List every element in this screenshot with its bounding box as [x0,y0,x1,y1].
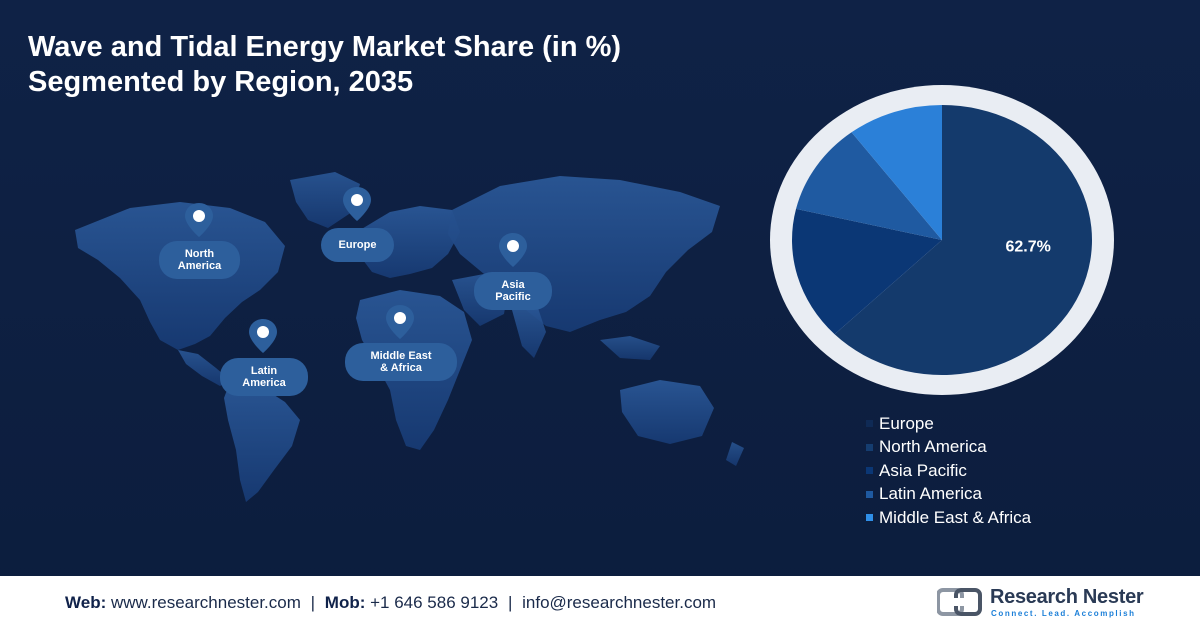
pie-labels: 62.7% [1006,239,1051,256]
greenland-shape [290,172,360,228]
map-label-north-america: North America [159,241,240,279]
india-shape [512,308,546,358]
footer: Web: www.researchnester.com | Mob: +1 64… [0,576,1200,628]
latin-america-line-2: America [242,377,286,389]
latin-america-pin-icon [249,319,277,353]
pie-chart: 62.7% [770,85,1114,395]
pie-slice-north-america [792,208,942,335]
map-label-latin-america: Latin America [220,358,308,396]
world-map [75,172,744,502]
web-link[interactable]: www.researchnester.com [110,593,301,612]
brand-tagline: Connect. Lead. Accomplish [991,609,1136,618]
central-america-shape [178,350,230,386]
new-zealand-shape [726,442,744,466]
legend-label: Middle East & Africa [879,507,1032,527]
europe-line-1: Europe [338,239,377,251]
email-link[interactable]: info@researchnester.com [522,593,717,612]
middle-east-africa-pin-icon [386,305,414,339]
middle-east-africa-line-2: & Africa [380,362,422,374]
north-america-line-2: America [177,260,222,272]
legend-item-latin-america: Latin America [866,483,1031,507]
legend-item-north-america: North America [866,436,1031,460]
pie-slice-europe-label: 62.7% [1006,239,1051,256]
north-america-pin-icon [185,203,213,237]
title-line-2: Segmented by Region, 2035 [28,66,414,98]
brand-name: Research Nester [990,586,1144,608]
map-label-asia-pacific: Asia Pacific [474,272,552,310]
north-america-line-1: North [184,248,215,260]
latin-america-line-1: Latin [250,365,278,377]
europe-pin-icon [343,187,371,221]
legend-swatch [866,514,873,522]
mob-label: Mob: [324,593,366,612]
pie-slice-latin-america [851,105,942,240]
asia-pacific-pin-icon [499,233,527,267]
title-line-1: Wave and Tidal Energy Market Share (in %… [28,31,622,63]
pie-slice-asia-pacific [796,132,942,240]
contact-line: Web: www.researchnester.com | Mob: +1 64… [65,593,716,613]
asia-pacific-line-1: Asia [501,279,525,291]
legend-swatch [866,420,873,428]
research-nester-logo: Research Nester Connect. Lead. Accomplis… [937,584,1147,620]
legend-item-europe: Europe [866,412,1031,436]
middle-east-africa-line-1: Middle East [370,350,432,362]
chart-title: Wave and Tidal Energy Market Share (in %… [28,30,621,100]
separator-2: | [507,593,513,612]
legend-swatch [866,443,873,451]
legend-swatch [866,467,873,475]
chart-legend: Europe North America Asia Pacific Latin Ame… [866,412,1031,530]
asia-pacific-line-2: Pacific [495,291,531,303]
pie-slices [792,105,1093,376]
legend-label: Asia Pacific [879,460,967,480]
legend-item-asia-pacific: Asia Pacific [866,459,1031,483]
legend-label: Europe [879,413,934,433]
mob-number[interactable]: +1 646 586 9123 [370,593,499,612]
legend-label: North America [879,437,987,457]
legend-swatch [866,490,873,498]
separator-1: | [310,593,316,612]
legend-label: Latin America [879,484,982,504]
web-label: Web: [65,593,107,612]
legend-item-middle-east-africa: Middle East & Africa [866,506,1031,530]
se-asia-shape [600,336,660,360]
map-label-europe: Europe [321,228,394,262]
australia-shape [620,380,714,444]
pie-slice-europe [834,105,1093,376]
research-nester-logo-icon [937,588,982,616]
south-america-shape [224,382,300,502]
map-label-middle-east-africa: Middle East & Africa [345,343,457,381]
